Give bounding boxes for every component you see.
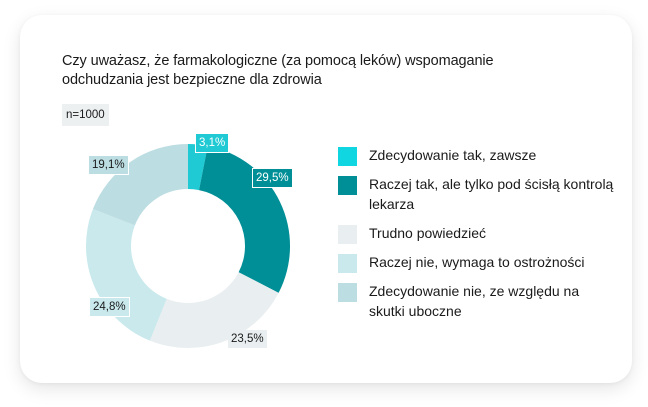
data-label-raczej-nie: 24,8%	[89, 297, 130, 317]
legend-label: Zdecydowanie tak, zawsze	[369, 147, 537, 163]
legend-item-zdecydowanie-nie[interactable]: Zdecydowanie nie, ze względu na skutki u…	[338, 281, 618, 321]
donut-segment-zdecydowanie-tak[interactable]	[188, 144, 208, 191]
legend-swatch-icon	[338, 147, 357, 166]
legend-swatch-icon	[338, 176, 357, 195]
data-label-zdecydowanie-nie: 19,1%	[88, 155, 129, 175]
legend-item-raczej-tak[interactable]: Raczej tak, ale tylko pod ścisłą kontrol…	[338, 174, 618, 214]
legend-label: Raczej nie, wymaga to ostrożności	[369, 254, 585, 270]
donut-segment-zdecydowanie-nie[interactable]	[92, 144, 188, 226]
legend-item-raczej-nie[interactable]: Raczej nie, wymaga to ostrożności	[338, 252, 618, 273]
donut-segment-raczej-nie[interactable]	[86, 209, 167, 341]
chart-legend: Zdecydowanie tak, zawsze Raczej tak, ale…	[338, 145, 618, 330]
sample-size-badge: n=1000	[62, 104, 109, 126]
data-label-zdecydowanie-tak: 3,1%	[195, 133, 230, 153]
legend-label: Raczej tak, ale tylko pod ścisłą kontrol…	[369, 176, 614, 212]
data-label-trudno-powiedziec: 23,5%	[228, 330, 267, 348]
legend-label: Trudno powiedzieć	[369, 225, 486, 241]
legend-item-trudno-powiedziec[interactable]: Trudno powiedzieć	[338, 223, 618, 244]
legend-swatch-icon	[338, 225, 357, 244]
legend-label: Zdecydowanie nie, ze względu na skutki u…	[369, 283, 580, 319]
legend-item-zdecydowanie-tak[interactable]: Zdecydowanie tak, zawsze	[338, 145, 618, 166]
legend-swatch-icon	[338, 254, 357, 273]
chart-title: Czy uważasz, że farmakologiczne (za pomo…	[62, 53, 494, 88]
donut-segment-trudno-powiedziec[interactable]	[149, 272, 279, 349]
legend-swatch-icon	[338, 283, 357, 302]
data-label-raczej-tak: 29,5%	[252, 168, 293, 188]
